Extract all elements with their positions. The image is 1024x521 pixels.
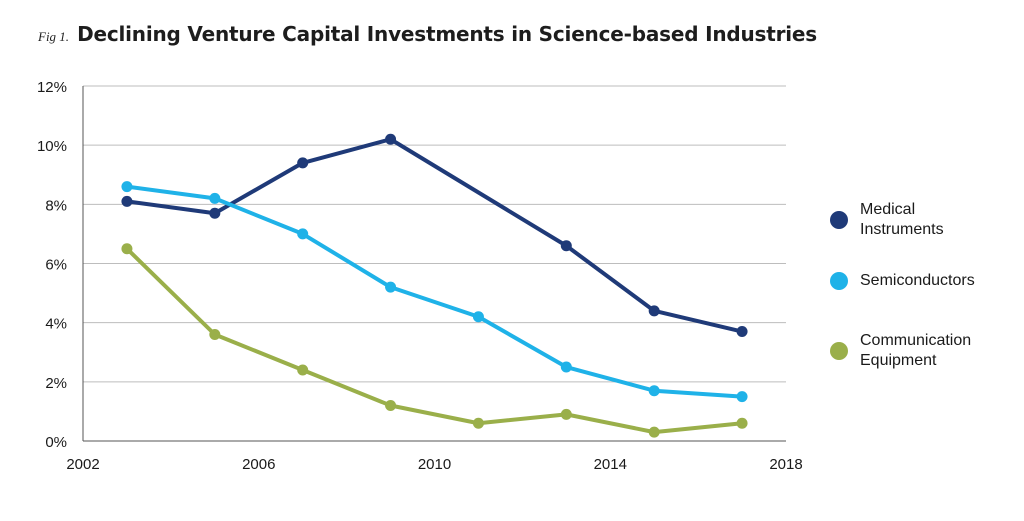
data-point-0 [560,240,572,252]
data-point-2 [472,417,484,429]
legend-label: Communication Equipment [860,332,972,369]
chart-legend: Medical Instruments Semiconductors Communi… [830,0,1020,521]
legend-marker [830,211,848,229]
data-point-0 [209,207,221,219]
chart-header: Fig 1. Declining Venture Capital Investm… [38,22,817,46]
data-point-0 [121,195,133,207]
data-point-2 [121,243,133,255]
data-point-1 [297,228,309,240]
x-tick-label: 2002 [66,456,99,473]
data-point-2 [648,426,660,438]
data-point-1 [560,361,572,373]
data-point-2 [736,417,748,429]
legend-item: Communication Equipment [830,331,1010,371]
x-tick-label: 2014 [594,456,627,473]
y-tick-label: 0% [45,434,67,451]
chart-title: Declining Venture Capital Investments in… [77,22,817,46]
legend-marker [830,342,848,360]
x-tick-label: 2006 [242,456,275,473]
data-point-0 [385,133,397,145]
figure-label: Fig 1. [38,29,70,44]
x-tick-label: 2010 [418,456,451,473]
legend-item: Medical Instruments [830,200,1010,240]
y-tick-label: 10% [37,138,67,155]
y-tick-label: 8% [45,197,67,214]
legend-label: Medical Instruments [860,201,944,238]
legend-marker [830,272,848,290]
data-point-1 [472,311,484,323]
data-point-1 [736,391,748,403]
data-point-1 [121,181,133,193]
data-point-1 [385,281,397,293]
series-line-1 [124,184,745,399]
series-line-2 [124,246,745,435]
data-point-1 [648,385,660,397]
data-point-2 [209,329,221,340]
legend-item: Semiconductors [830,271,1010,291]
y-tick-label: 2% [45,375,67,392]
data-point-2 [560,408,572,420]
x-tick-label: 2018 [769,456,802,473]
data-point-2 [297,364,309,376]
data-point-0 [648,305,660,317]
y-tick-label: 4% [45,316,67,333]
data-point-2 [385,400,397,411]
data-point-0 [297,157,309,169]
legend-label: Semiconductors [860,272,975,289]
data-point-0 [736,326,748,338]
data-point-1 [209,192,221,204]
y-tick-label: 12% [37,79,67,96]
y-tick-label: 6% [45,257,67,274]
